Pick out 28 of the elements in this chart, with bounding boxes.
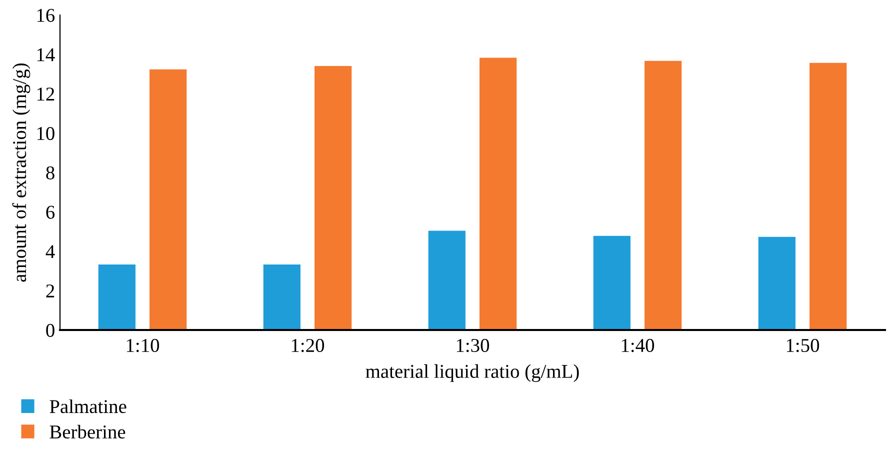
bar [428, 230, 466, 330]
legend-label: Berberine [50, 424, 126, 439]
bar [314, 66, 352, 330]
bar [644, 60, 682, 330]
y-tick-label: 16 [37, 8, 55, 22]
y-tick-label: 8 [46, 166, 54, 180]
x-axis-title: material liquid ratio (g/mL) [366, 364, 579, 382]
x-tick-label: 1:40 [622, 338, 654, 352]
legend-label: Palmatine [50, 399, 126, 414]
x-tick-label: 1:10 [126, 338, 160, 352]
bar [758, 236, 796, 330]
y-tick-label: 12 [37, 88, 54, 100]
bar [263, 264, 300, 330]
bar [150, 69, 187, 330]
bar [480, 58, 517, 330]
y-tick-label: 2 [46, 284, 54, 298]
y-tick-label: 0 [46, 324, 54, 337]
y-tick-label: 10 [37, 126, 54, 140]
bar [98, 264, 136, 330]
x-tick-label: 1:50 [786, 338, 820, 352]
y-tick-label: 4 [46, 245, 55, 258]
y-tick-label: 6 [46, 206, 55, 219]
x-tick-label: 1:30 [456, 338, 490, 352]
y-axis-title: amount of extraction (mg/g) [12, 63, 30, 282]
bar [810, 62, 847, 330]
x-tick-label: 1:20 [292, 338, 324, 352]
y-tick-label: 14 [37, 48, 55, 62]
bar [593, 236, 630, 330]
